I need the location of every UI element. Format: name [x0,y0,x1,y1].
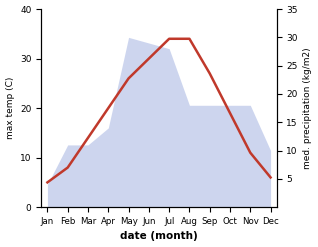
Y-axis label: max temp (C): max temp (C) [5,77,15,139]
X-axis label: date (month): date (month) [120,231,198,242]
Y-axis label: med. precipitation (kg/m2): med. precipitation (kg/m2) [303,47,313,169]
